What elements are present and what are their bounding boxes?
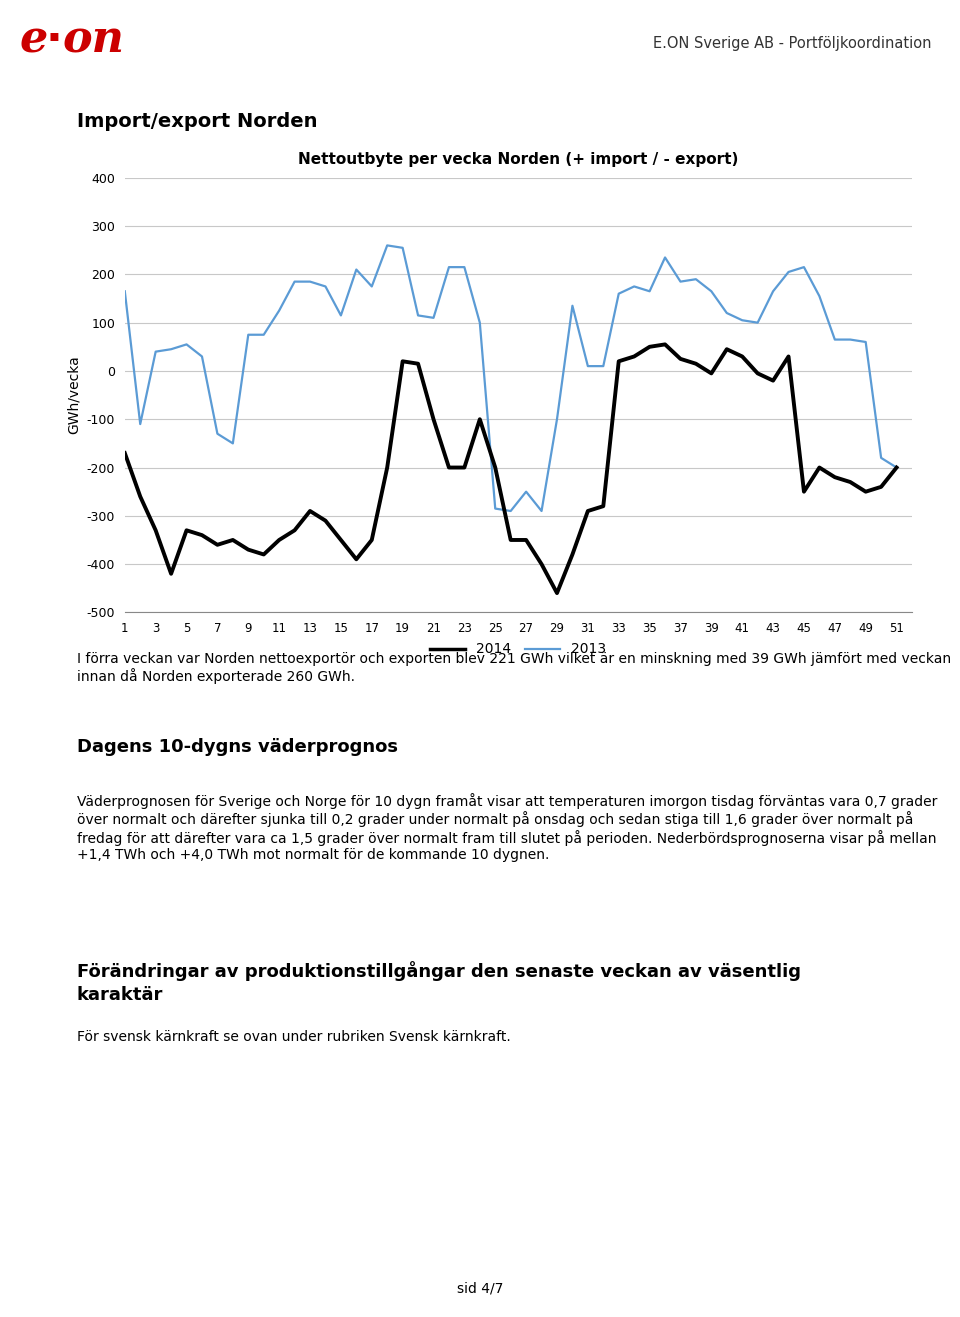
Text: Import/export Norden: Import/export Norden	[77, 112, 318, 130]
Text: ·: ·	[45, 18, 62, 61]
Title: Nettoutbyte per vecka Norden (+ import / - export): Nettoutbyte per vecka Norden (+ import /…	[299, 151, 738, 167]
Text: Förändringar av produktionstillgångar den senaste veckan av väsentlig
karaktär: Förändringar av produktionstillgångar de…	[77, 961, 801, 1004]
Text: I förra veckan var Norden nettoexportör och exporten blev 221 GWh vilket är en m: I förra veckan var Norden nettoexportör …	[77, 652, 951, 685]
Text: För svensk kärnkraft se ovan under rubriken Svensk kärnkraft.: För svensk kärnkraft se ovan under rubri…	[77, 1030, 511, 1044]
Text: Väderprognosen för Sverige och Norge för 10 dygn framåt visar att temperaturen i: Väderprognosen för Sverige och Norge för…	[77, 793, 937, 863]
Y-axis label: GWh/vecka: GWh/vecka	[67, 356, 81, 435]
Text: E.ON Sverige AB - Portföljkoordination: E.ON Sverige AB - Portföljkoordination	[653, 36, 931, 51]
Text: sid 4/7: sid 4/7	[457, 1281, 503, 1295]
Text: on: on	[62, 18, 125, 61]
Legend: 2014, 2013: 2014, 2013	[425, 637, 612, 662]
Text: Dagens 10-dygns väderprognos: Dagens 10-dygns väderprognos	[77, 738, 397, 756]
Text: e: e	[19, 18, 48, 61]
